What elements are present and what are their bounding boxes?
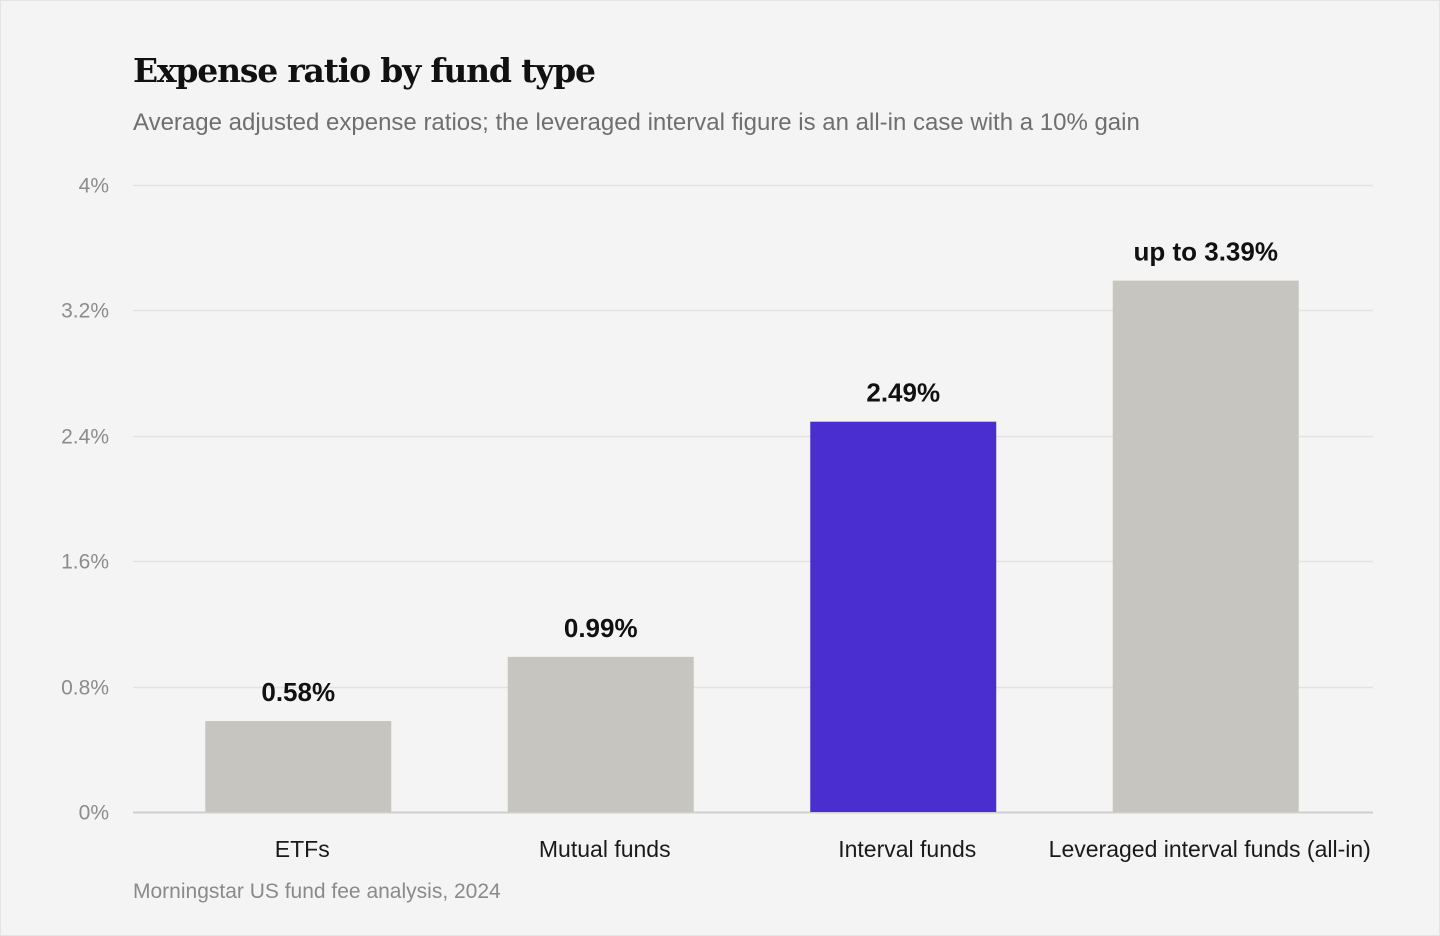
bars — [205, 280, 1299, 812]
bar-value-label: 2.49% — [866, 378, 940, 408]
y-tick-label: 0.8% — [61, 677, 109, 700]
y-tick-label: 2.4% — [61, 426, 109, 449]
y-tick-label: 1.6% — [61, 551, 109, 574]
chart-source: Morningstar US fund fee analysis, 2024 — [133, 880, 501, 903]
y-tick-label: 4% — [79, 175, 109, 198]
y-axis-tick-labels: 0% 0.8% 1.6% 2.4% 3.2% 4% — [61, 175, 109, 825]
x-category-label: Leveraged interval funds (all-in) — [1049, 836, 1371, 862]
bar-value-label: up to 3.39% — [1134, 237, 1278, 267]
x-category-label: Mutual funds — [539, 836, 671, 862]
x-axis-category-labels: ETFs Mutual funds Interval funds Leveraged … — [275, 836, 1371, 862]
bar-etfs — [205, 721, 392, 812]
x-category-label: ETFs — [275, 836, 330, 862]
bar-value-label: 0.58% — [261, 677, 335, 707]
data-labels: 0.58% 0.99% 2.49% up to 3.39% — [261, 237, 1278, 707]
bar-leveraged-interval-funds-all-in — [1112, 280, 1299, 812]
x-category-label: Interval funds — [838, 836, 976, 862]
y-tick-label: 0% — [79, 802, 109, 825]
chart-title: Expense ratio by fund type — [133, 51, 596, 90]
bar-value-label: 0.99% — [564, 613, 638, 643]
y-tick-label: 3.2% — [61, 300, 109, 323]
bar-interval-funds — [810, 421, 997, 812]
bar-mutual-funds — [507, 656, 694, 812]
chart-subtitle: Average adjusted expense ratios; the lev… — [133, 109, 1140, 136]
